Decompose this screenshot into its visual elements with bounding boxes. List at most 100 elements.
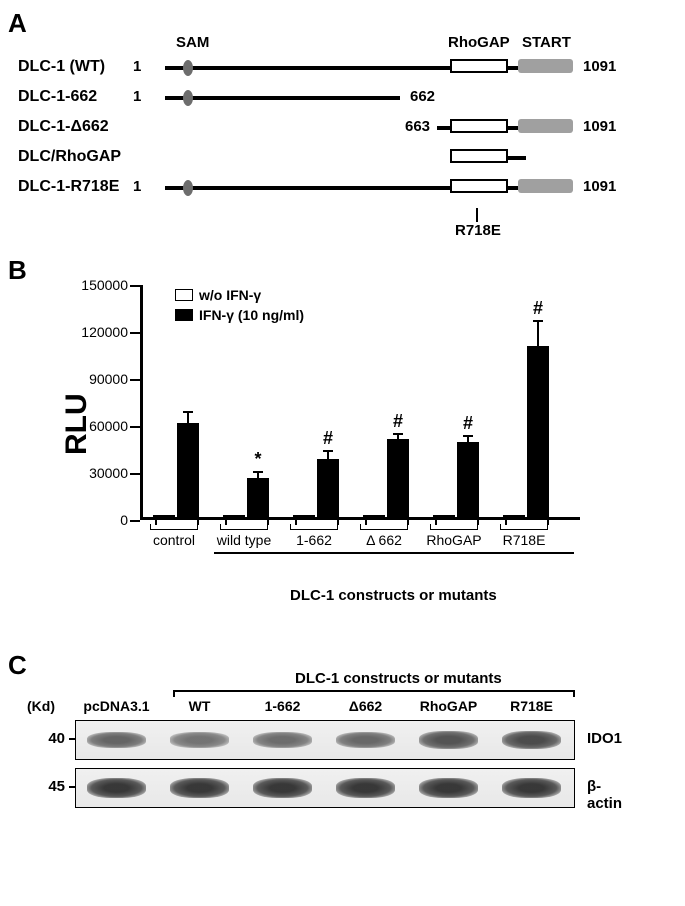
construct-end-num: 1091	[583, 178, 616, 195]
bar-chart: w/o IFN-γ IFN-γ (10 ng/ml) *#### 0300006…	[120, 275, 610, 555]
y-tick-label: 30000	[68, 465, 128, 481]
error-cap	[253, 471, 263, 473]
blot-band	[336, 732, 395, 748]
blot-band	[87, 732, 146, 748]
error-bar	[327, 451, 329, 459]
error-cap	[393, 433, 403, 435]
bar-ifn	[247, 478, 269, 517]
lane-label: 1-662	[241, 698, 324, 714]
y-tick-label: 120000	[68, 324, 128, 340]
r718e-mutation-label: R718E	[455, 222, 501, 239]
significance-marker: #	[316, 428, 340, 449]
construct-name: DLC/RhoGAP	[18, 148, 148, 166]
construct-end-num: 1091	[583, 58, 616, 75]
panel-b: B RLU w/o IFN-γ IFN-γ (10 ng/ml) *#### 0…	[0, 255, 685, 625]
sam-domain	[183, 60, 193, 76]
lane-label: RhoGAP	[407, 698, 490, 714]
rhogap-domain	[450, 59, 508, 73]
blot-row-name: IDO1	[587, 730, 622, 747]
panel-b-label: B	[8, 255, 27, 286]
blot-overline	[173, 690, 573, 692]
construct-line	[165, 186, 573, 190]
x-group-underline	[214, 552, 574, 554]
sam-domain	[183, 180, 193, 196]
blot-band	[502, 778, 561, 798]
start-domain	[518, 59, 573, 73]
y-tick	[130, 285, 140, 287]
construct-start-num: 1	[133, 88, 141, 105]
bar-ifn	[177, 423, 199, 517]
x-tick-label: Δ 662	[350, 532, 418, 548]
r718e-tick	[476, 208, 478, 222]
construct-name: DLC-1-Δ662	[18, 118, 148, 136]
y-tick	[130, 332, 140, 334]
y-tick	[130, 473, 140, 475]
error-cap	[183, 411, 193, 413]
lane-label: pcDNA3.1	[75, 698, 158, 714]
x-bracket	[360, 524, 408, 530]
y-tick-label: 60000	[68, 418, 128, 434]
error-bar	[537, 321, 539, 346]
start-domain-label: START	[522, 34, 571, 51]
lane-label: WT	[158, 698, 241, 714]
significance-marker: *	[246, 449, 270, 470]
construct-name: DLC-1-662	[18, 88, 148, 106]
x-tick-label: wild type	[210, 532, 278, 548]
start-domain	[518, 119, 573, 133]
y-tick	[130, 520, 140, 522]
blot-band	[502, 731, 561, 749]
construct-start-num: 1	[133, 178, 141, 195]
blot-band	[170, 778, 229, 798]
x-tick-label: R718E	[490, 532, 558, 548]
chart-plot-area: *####	[140, 285, 580, 520]
rhogap-domain	[450, 179, 508, 193]
blot-row	[75, 720, 575, 760]
x-bracket	[500, 524, 548, 530]
blot-overline-drop-l	[173, 690, 175, 697]
significance-marker: #	[526, 298, 550, 319]
blot-overline-drop-r	[573, 690, 575, 697]
start-domain	[518, 179, 573, 193]
panel-c-label: C	[8, 650, 27, 681]
construct-name: DLC-1 (WT)	[18, 58, 148, 76]
x-bracket	[430, 524, 478, 530]
blot-band	[253, 732, 312, 748]
error-cap	[323, 450, 333, 452]
construct-end-num: 1091	[583, 118, 616, 135]
blot-row	[75, 768, 575, 808]
x-tick-label: 1-662	[280, 532, 348, 548]
blot-band	[419, 731, 478, 749]
blot-band	[170, 732, 229, 747]
y-tick-label: 90000	[68, 371, 128, 387]
blot-header: DLC-1 constructs or mutants	[295, 670, 502, 687]
x-bracket	[290, 524, 338, 530]
mw-label: 40	[35, 730, 65, 747]
y-tick-label: 150000	[68, 277, 128, 293]
construct-start-num: 663	[405, 118, 430, 135]
lane-label: Δ662	[324, 698, 407, 714]
panel-a-label: A	[8, 8, 27, 39]
rhogap-domain	[450, 119, 508, 133]
x-bracket	[220, 524, 268, 530]
panel-c: C DLC-1 constructs or mutants (Kd) pcDNA…	[0, 650, 685, 900]
lane-label: R718E	[490, 698, 573, 714]
blot-band	[253, 778, 312, 798]
rhogap-domain-label: RhoGAP	[448, 34, 510, 51]
significance-marker: #	[386, 411, 410, 432]
blot-band	[336, 778, 395, 798]
error-cap	[463, 435, 473, 437]
construct-line	[165, 66, 573, 70]
error-bar	[187, 412, 189, 423]
rhogap-domain	[450, 149, 508, 163]
x-tick-label: control	[140, 532, 208, 548]
y-tick	[130, 426, 140, 428]
construct-start-num: 1	[133, 58, 141, 75]
bar-ifn	[527, 346, 549, 517]
error-cap	[533, 320, 543, 322]
mw-label: 45	[35, 778, 65, 795]
blot-row-name: β-actin	[587, 778, 635, 812]
construct-line	[165, 96, 400, 100]
x-bracket	[150, 524, 198, 530]
mw-unit-label: (Kd)	[27, 698, 55, 714]
construct-name: DLC-1-R718E	[18, 178, 148, 196]
